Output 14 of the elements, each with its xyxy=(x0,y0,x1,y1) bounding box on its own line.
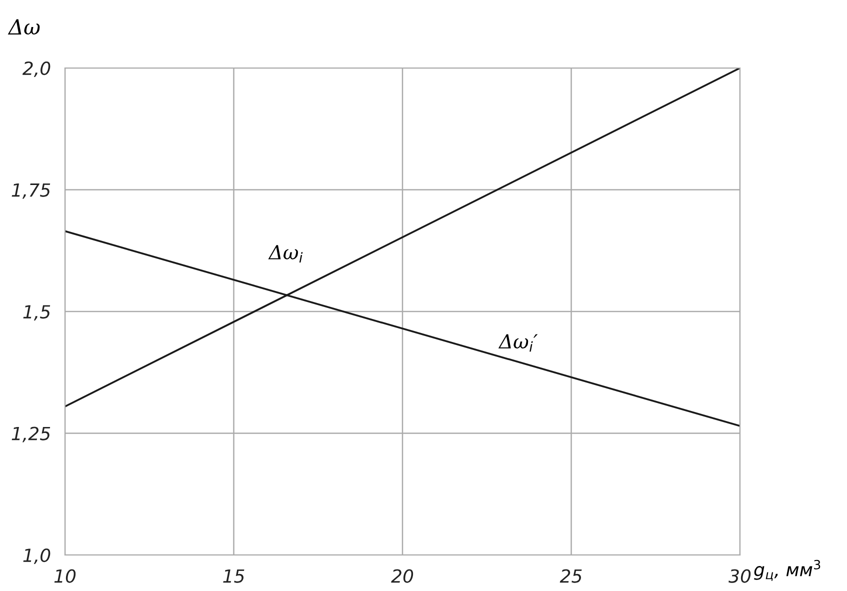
x-tick-label: 20 xyxy=(391,569,414,583)
y-tick-label: 2,0 xyxy=(22,61,50,77)
y-axis-title: Δω xyxy=(8,19,40,35)
x-tick-label: 30 xyxy=(728,569,751,583)
x-tick-label: 25 xyxy=(560,569,582,583)
x-tick-label: 10 xyxy=(54,569,76,583)
y-tick-label: 1,0 xyxy=(23,548,50,564)
y-tick-label: 1,75 xyxy=(12,183,50,199)
series-label: Δω$_{i}$ xyxy=(268,245,303,262)
y-tick-label: 1,5 xyxy=(23,305,50,320)
y-tick-label: 1,25 xyxy=(12,426,50,442)
x-axis-title: g$_{ц}$, мм$^{3}$ xyxy=(754,560,820,581)
series-label: Δω$_{i}$′ xyxy=(498,334,538,352)
x-tick-label: 15 xyxy=(223,569,244,583)
